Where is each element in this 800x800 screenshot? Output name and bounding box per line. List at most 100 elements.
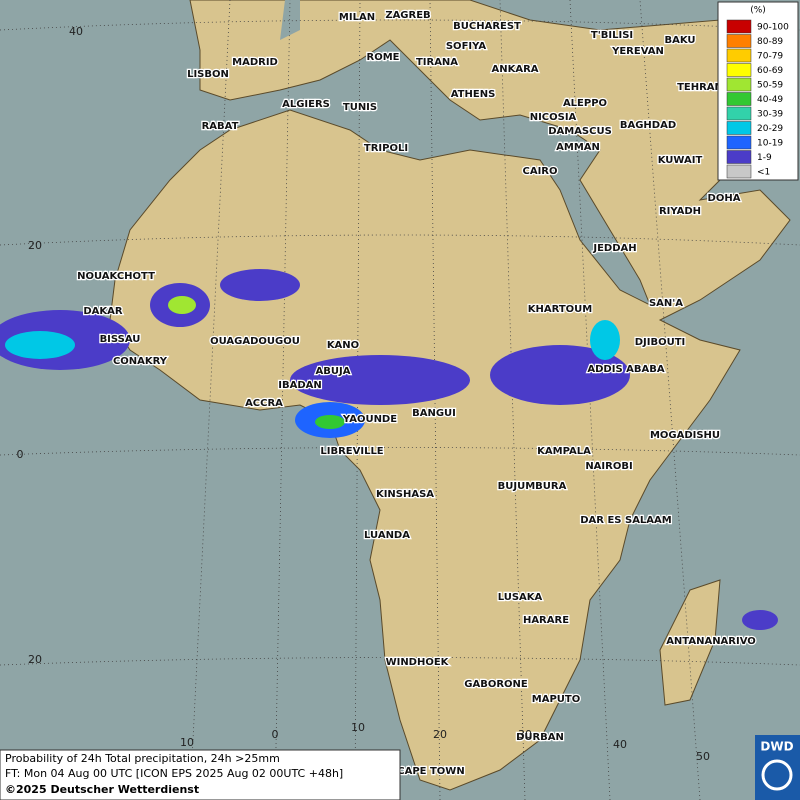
city-label: MAPUTO bbox=[532, 694, 580, 705]
madagascar bbox=[659, 579, 721, 706]
legend-swatch bbox=[726, 164, 752, 179]
city-label: CAIRO bbox=[523, 166, 558, 177]
legend-swatch bbox=[726, 92, 752, 106]
city-label: DURBAN bbox=[516, 732, 564, 743]
precipitation bbox=[0, 269, 778, 630]
city-label: MOGADISHU bbox=[650, 430, 720, 441]
city-label: MILAN bbox=[339, 12, 375, 23]
info-box: Probability of 24h Total precipitation, … bbox=[0, 749, 401, 800]
city-label: ZAGREB bbox=[385, 10, 430, 21]
city-label: GABORONE bbox=[464, 679, 528, 690]
legend-label: 30-39 bbox=[757, 110, 783, 120]
precip-area bbox=[315, 415, 345, 429]
legend-swatch bbox=[726, 19, 752, 34]
precip-area bbox=[590, 320, 620, 360]
city-label: ACCRA bbox=[245, 398, 283, 409]
city-label: MADRID bbox=[232, 57, 278, 68]
city-label: BAGHDAD bbox=[620, 120, 676, 131]
lon-label: 30 bbox=[518, 728, 532, 741]
city-label: YEREVAN bbox=[611, 46, 664, 57]
city-label: LIBREVILLE bbox=[320, 446, 383, 457]
city-label: CAPE TOWN bbox=[397, 766, 464, 777]
city-label: BISSAU bbox=[100, 334, 141, 345]
city-label: LUSAKA bbox=[498, 592, 543, 603]
info-line: FT: Mon 04 Aug 00 UTC [ICON EPS 2025 Aug… bbox=[5, 767, 343, 780]
city-label: DOHA bbox=[708, 193, 741, 204]
legend-label: 40-49 bbox=[757, 95, 783, 105]
legend-swatch bbox=[726, 48, 752, 63]
precip-area bbox=[742, 610, 778, 630]
legend-swatch bbox=[726, 34, 752, 48]
legend-label: 1-9 bbox=[757, 153, 772, 163]
city-label: TEHRAN bbox=[677, 82, 723, 93]
info-line: Probability of 24h Total precipitation, … bbox=[5, 752, 280, 765]
city-label: KINSHASA bbox=[376, 489, 434, 500]
city-label: ADDIS ABABA bbox=[587, 364, 664, 375]
lon-label: 20 bbox=[433, 728, 447, 741]
legend-swatch bbox=[726, 135, 752, 150]
city-label: KHARTOUM bbox=[528, 304, 593, 315]
city-label: ABUJA bbox=[316, 366, 351, 377]
city-label: IBADAN bbox=[278, 380, 322, 391]
legend-label: 50-59 bbox=[757, 81, 783, 91]
city-label: DAR ES SALAAM bbox=[580, 515, 672, 526]
precip-area bbox=[220, 269, 300, 301]
city-label: OUAGADOUGOU bbox=[210, 336, 300, 347]
city-label: LISBON bbox=[187, 69, 229, 80]
city-label: YAOUNDE bbox=[342, 414, 397, 425]
city-label: NOUAKCHOTT bbox=[77, 271, 155, 282]
city-label: ANKARA bbox=[491, 64, 538, 75]
city-label: ALEPPO bbox=[563, 98, 607, 109]
city-label: SOFIYA bbox=[446, 41, 487, 52]
lat-label: 0 bbox=[17, 448, 24, 461]
city-label: DJIBOUTI bbox=[635, 337, 686, 348]
info-line: ©2025 Deutscher Wetterdienst bbox=[5, 783, 199, 796]
precip-area bbox=[290, 355, 470, 405]
city-label: BUJUMBURA bbox=[498, 481, 567, 492]
precip-area bbox=[490, 345, 630, 405]
city-label: SAN'A bbox=[649, 298, 683, 309]
logo-icon bbox=[761, 759, 793, 791]
legend-unit: (%) bbox=[750, 6, 766, 16]
lat-label: 40 bbox=[69, 25, 83, 38]
city-label: DAKAR bbox=[83, 306, 123, 317]
legend-swatch bbox=[726, 63, 752, 77]
city-label: CONAKRY bbox=[113, 356, 168, 367]
city-label: NAIROBI bbox=[585, 461, 632, 472]
city-label: AMMAN bbox=[556, 142, 600, 153]
city-label: NICOSIA bbox=[530, 112, 577, 123]
lon-label: 0 bbox=[272, 728, 279, 741]
lon-label: 40 bbox=[613, 738, 627, 751]
legend-label: 20-29 bbox=[757, 124, 783, 134]
city-label: WINDHOEK bbox=[386, 657, 450, 668]
legend-swatch bbox=[726, 77, 752, 92]
lat-label: 20 bbox=[28, 653, 42, 666]
city-label: KANO bbox=[327, 340, 359, 351]
city-label: T'BILISI bbox=[591, 30, 633, 41]
legend: (%) 90-100 80-89 70-79 60-69 50-59 40-49 30-39… bbox=[717, 1, 799, 181]
legend-label: <1 bbox=[757, 168, 770, 178]
precip-area bbox=[5, 331, 75, 359]
legend-label: 90-100 bbox=[757, 23, 789, 33]
city-label: BAKU bbox=[664, 35, 695, 46]
labels: MILAN ZAGREB BUCHAREST T'BILISI BAKU ROME SOFI… bbox=[17, 9, 758, 779]
lon-label: 10 bbox=[351, 721, 365, 734]
legend-swatch bbox=[726, 121, 752, 135]
city-label: RIYADH bbox=[659, 206, 701, 217]
precip-area bbox=[168, 296, 196, 314]
logo-text: DWD bbox=[760, 740, 793, 754]
city-label: RABAT bbox=[202, 121, 239, 132]
logo: DWD bbox=[755, 735, 800, 800]
legend-label: 70-79 bbox=[757, 52, 783, 62]
city-label: ROME bbox=[367, 52, 400, 63]
lon-label: 10 bbox=[180, 736, 194, 749]
city-label: TIRANA bbox=[416, 57, 458, 68]
lon-label: 50 bbox=[696, 750, 710, 763]
city-label: BANGUI bbox=[412, 408, 456, 419]
city-label: ATHENS bbox=[451, 89, 496, 100]
city-label: JEDDAH bbox=[592, 243, 636, 254]
legend-label: 10-19 bbox=[757, 139, 783, 149]
city-label: DAMASCUS bbox=[548, 126, 612, 137]
